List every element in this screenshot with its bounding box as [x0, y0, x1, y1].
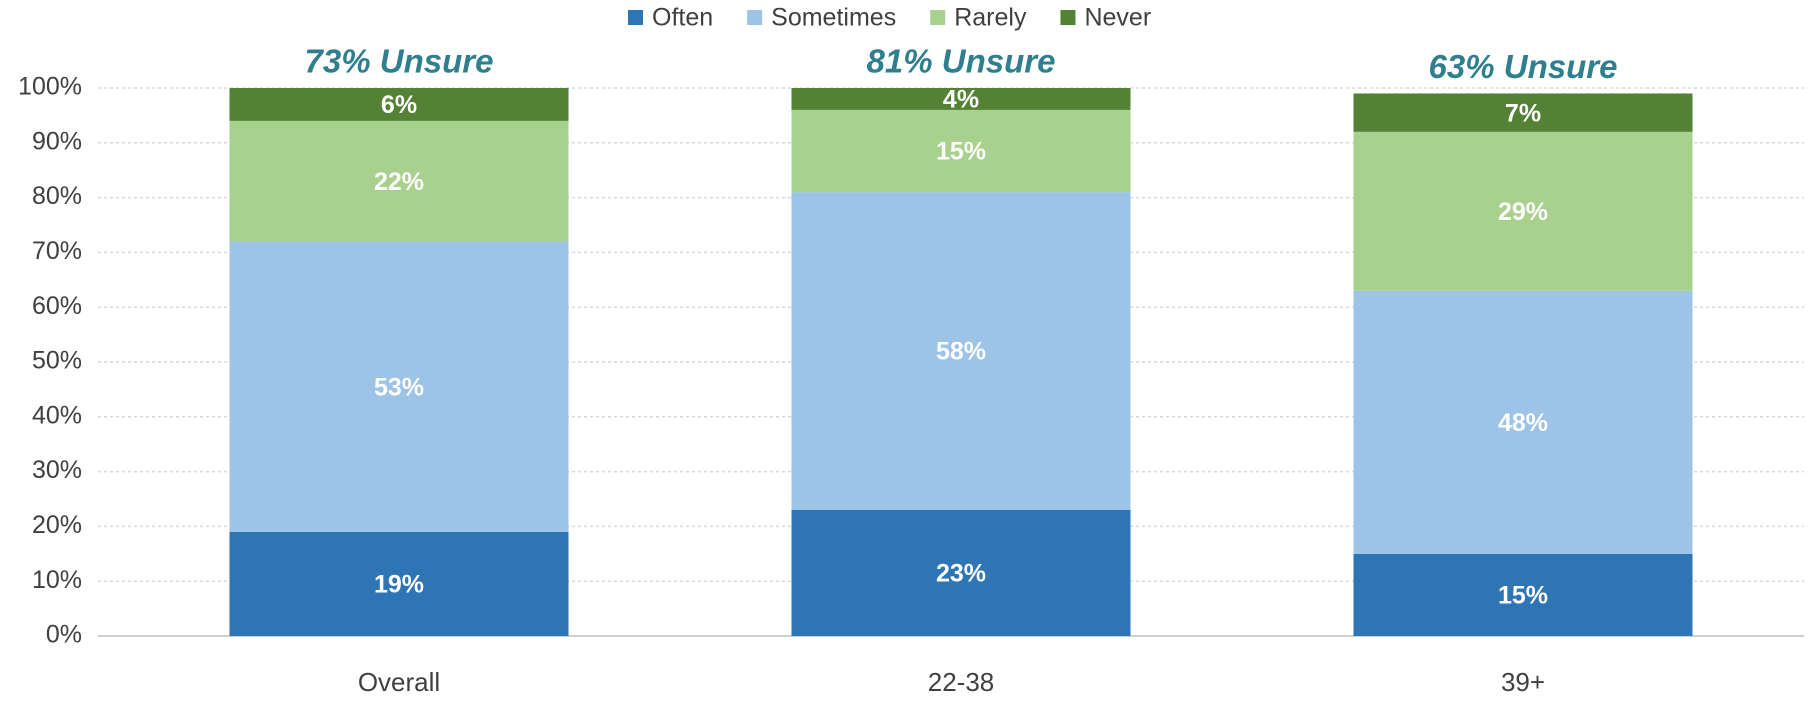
bar-segment — [1353, 553, 1693, 636]
y-tick-label: 10% — [32, 566, 82, 594]
bar-segment — [229, 120, 569, 242]
bar-segment — [229, 88, 569, 121]
value-label: 4% — [943, 86, 979, 114]
value-label: 29% — [1498, 198, 1548, 226]
value-label: 15% — [1498, 582, 1548, 610]
y-tick-label: 20% — [32, 511, 82, 539]
y-tick-label: 50% — [32, 347, 82, 375]
value-label: 23% — [936, 560, 986, 588]
annotation: 73% Unsure — [305, 43, 494, 80]
y-tick-label: 60% — [32, 292, 82, 320]
legend-label: Sometimes — [771, 4, 896, 32]
value-label: 48% — [1498, 409, 1548, 437]
y-tick-label: 30% — [32, 456, 82, 484]
annotation: 81% Unsure — [867, 43, 1056, 80]
x-tick-label: 39+ — [1501, 667, 1545, 697]
bar-segment — [1353, 93, 1693, 132]
y-tick-label: 100% — [18, 73, 82, 101]
legend-swatch — [747, 10, 763, 25]
x-tick-label: Overall — [358, 667, 440, 697]
legend-label: Never — [1084, 4, 1151, 32]
value-label: 6% — [381, 91, 417, 119]
y-tick-label: 40% — [32, 401, 82, 429]
y-tick-label: 0% — [46, 621, 82, 649]
value-label: 22% — [374, 168, 424, 196]
bar-segment — [229, 241, 569, 532]
bar-segment — [229, 531, 569, 636]
value-label: 53% — [374, 373, 424, 401]
legend-swatch — [1060, 10, 1076, 25]
bar-segment — [1353, 290, 1693, 554]
x-tick-label: 22-38 — [928, 667, 995, 697]
bar-segment — [791, 192, 1131, 510]
bar-segment — [1353, 131, 1693, 291]
value-label: 19% — [374, 571, 424, 599]
bar-segment — [791, 509, 1131, 636]
legend-swatch — [628, 10, 643, 25]
y-tick-label: 70% — [32, 237, 82, 265]
value-label: 58% — [936, 338, 986, 366]
value-label: 15% — [936, 138, 986, 166]
annotation: 63% Unsure — [1429, 48, 1618, 85]
legend-label: Rarely — [954, 4, 1027, 32]
y-tick-label: 90% — [32, 127, 82, 155]
legend-label: Often — [652, 4, 713, 32]
bar-segment — [791, 88, 1131, 110]
bar-segment — [791, 109, 1131, 193]
y-tick-label: 80% — [32, 182, 82, 210]
legend-swatch — [930, 10, 946, 25]
value-label: 7% — [1505, 99, 1541, 127]
